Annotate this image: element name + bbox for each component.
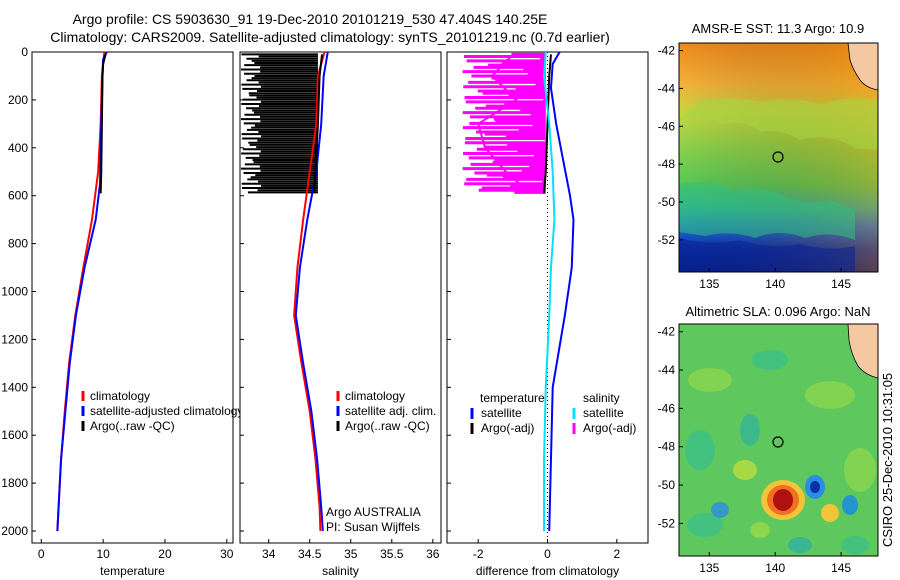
x-tick-label: 34.5	[298, 547, 322, 561]
x-tick-label: 20	[158, 547, 172, 561]
map-x-tick-label: 135	[699, 277, 719, 291]
y-tick-label: 200	[8, 93, 28, 107]
legend-label: climatology	[345, 389, 405, 403]
salinity-panel: 34 34.5 35 35.5 36 salinity climatologysatelli…	[239, 51, 442, 578]
map-y-tick-label: -50	[658, 478, 676, 492]
series-line-argo-raw-qc-	[312, 54, 324, 194]
series-line-salinity-argo-adj-	[477, 53, 531, 195]
map-y-tick-label: -44	[658, 363, 676, 377]
y-tick-label: 800	[8, 237, 28, 251]
sla-map-title: Altimetric SLA: 0.096 Argo: NaN	[685, 304, 871, 319]
series-line-climatology	[293, 51, 326, 532]
legend-label: satellite-adjusted climatology	[90, 404, 243, 418]
map-y-tick-label: -52	[658, 233, 676, 247]
sla-argo-marker	[772, 436, 784, 448]
map-x-tick-label: 145	[831, 561, 851, 575]
x-tick-label: 34	[262, 547, 276, 561]
y-tick-label: 600	[8, 189, 28, 203]
legend-label: climatology	[90, 389, 150, 403]
legend-label: satellite	[583, 406, 624, 420]
x-tick-label: 30	[220, 547, 234, 561]
legend-heading: salinity	[583, 391, 620, 405]
legend-label: Argo(-adj)	[583, 421, 636, 435]
sst-map	[678, 42, 879, 273]
map-x-tick-label: 145	[831, 277, 851, 291]
title-line-2: Climatology: CARS2009. Satellite-adjuste…	[50, 29, 610, 45]
y-tick-label: 1800	[1, 476, 28, 490]
x-tick-label: 2	[613, 547, 620, 561]
legend-label: satellite adj. clim.	[345, 404, 436, 418]
series-line-argo-raw-qc-	[99, 54, 107, 194]
legend-heading: temperature	[480, 391, 545, 405]
map-y-tick-label: -48	[658, 157, 676, 171]
map-y-tick-label: -48	[658, 440, 676, 454]
x-axis-label: difference from climatology	[476, 564, 619, 578]
sst-argo-marker	[772, 151, 784, 163]
x-tick-label: -2	[473, 547, 484, 561]
x-tick-label: 10	[96, 547, 110, 561]
legend-label: satellite	[481, 406, 522, 420]
map-y-tick-label: -44	[658, 81, 676, 95]
x-axis-label: temperature	[100, 564, 165, 578]
map-y-tick-label: -46	[658, 119, 676, 133]
legend-label: Argo(..raw -QC)	[90, 419, 175, 433]
x-tick-label: 35.5	[380, 547, 404, 561]
y-tick-label: 1200	[1, 332, 28, 346]
x-tick-label: 0	[544, 547, 551, 561]
series-line-salinity-satellite	[543, 51, 556, 532]
y-tick-label: 0	[21, 45, 28, 59]
annotation-line: PI: Susan Wijffels	[326, 520, 420, 534]
y-tick-label: 1600	[1, 428, 28, 442]
plot-frame	[31, 51, 234, 544]
sla-map	[678, 323, 879, 557]
legend-label: Argo(..raw -QC)	[345, 419, 430, 433]
x-axis-label: salinity	[322, 564, 359, 578]
difference-panel: -2 0 2 difference from climatology temperatu…	[446, 51, 649, 578]
title-line-1: Argo profile: CS 5903630_91 19-Dec-2010 …	[72, 11, 548, 27]
annotation-line: Argo AUSTRALIA	[326, 505, 421, 519]
temperature-panel: 0 200 400 600 800 1000 1200 1400 1600 1800 2000 0 10…	[1, 45, 243, 578]
map-x-tick-label: 140	[765, 561, 785, 575]
map-y-tick-label: -42	[658, 325, 676, 339]
series-line-temperature-satellite	[548, 51, 575, 532]
x-tick-label: 0	[38, 547, 45, 561]
y-tick-label: 400	[8, 141, 28, 155]
series-line-temperature-argo-adj-	[543, 54, 552, 194]
map-y-tick-label: -52	[658, 516, 676, 530]
map-x-tick-label: 135	[699, 561, 719, 575]
y-tick-label: 1400	[1, 380, 28, 394]
map-y-tick-label: -42	[658, 44, 676, 58]
series-line-satellite-adj-clim-	[294, 51, 329, 532]
legend-label: Argo(-adj)	[481, 421, 534, 435]
sst-map-title: AMSR-E SST: 11.3 Argo: 10.9	[691, 21, 865, 36]
x-tick-label: 35	[344, 547, 358, 561]
x-tick-label: 36	[426, 547, 440, 561]
y-tick-label: 1000	[1, 285, 28, 299]
credit-stamp: CSIRO 25-Dec-2010 10:31:05	[880, 372, 895, 547]
map-x-tick-label: 140	[765, 277, 785, 291]
map-y-tick-label: -46	[658, 401, 676, 415]
map-y-tick-label: -50	[658, 195, 676, 209]
y-tick-label: 2000	[1, 524, 28, 538]
